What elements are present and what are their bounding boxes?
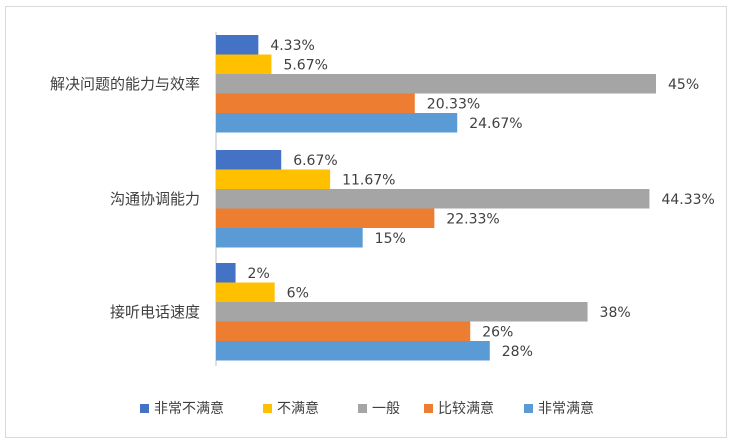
bar <box>216 169 331 189</box>
bar <box>216 150 282 170</box>
data-label: 6.67% <box>293 153 337 169</box>
data-label: 15% <box>375 231 406 247</box>
bar <box>216 113 458 133</box>
category-label: 解决问题的能力与效率 <box>50 75 200 93</box>
bars-layer <box>216 35 656 361</box>
bar <box>216 189 650 209</box>
legend-label: 非常满意 <box>538 400 594 417</box>
bar <box>216 93 415 113</box>
legend-swatch <box>263 404 272 413</box>
data-label: 2% <box>248 266 270 282</box>
data-label: 38% <box>600 305 631 321</box>
bar <box>216 208 435 228</box>
legend-label: 一般 <box>372 401 400 417</box>
data-label: 26% <box>482 324 513 340</box>
legend-label: 比较满意 <box>438 400 494 417</box>
data-label: 4.33% <box>270 38 314 54</box>
legend-swatch <box>424 404 433 413</box>
legend-swatch <box>140 404 149 413</box>
bar <box>216 282 275 302</box>
labels-layer: 解决问题的能力与效率 4.33% 5.67% 45% 20.33% 24.67% 沟通协调能… <box>50 38 715 360</box>
data-label: 11.67% <box>342 172 395 188</box>
bar <box>216 35 259 55</box>
legend-swatch <box>524 404 533 413</box>
bar <box>216 263 236 283</box>
data-label: 24.67% <box>469 116 522 132</box>
legend-swatch <box>358 404 367 413</box>
data-label: 44.33% <box>661 192 714 208</box>
bar <box>216 321 471 341</box>
data-label: 45% <box>668 77 699 93</box>
legend: 非常不满意 不满意 一般 比较满意 非常满意 <box>140 400 594 417</box>
bar <box>216 228 363 248</box>
legend-label: 非常不满意 <box>154 400 224 417</box>
bar <box>216 54 272 74</box>
bar <box>216 74 656 94</box>
bar <box>216 302 588 322</box>
category-label: 沟通协调能力 <box>110 190 200 208</box>
data-label: 28% <box>502 344 533 360</box>
category-label: 接听电话速度 <box>110 303 200 321</box>
data-label: 5.67% <box>283 57 327 73</box>
bar <box>216 341 490 361</box>
data-label: 6% <box>287 285 309 301</box>
legend-label: 不满意 <box>277 400 319 417</box>
data-label: 22.33% <box>446 211 499 227</box>
data-label: 20.33% <box>427 96 480 112</box>
